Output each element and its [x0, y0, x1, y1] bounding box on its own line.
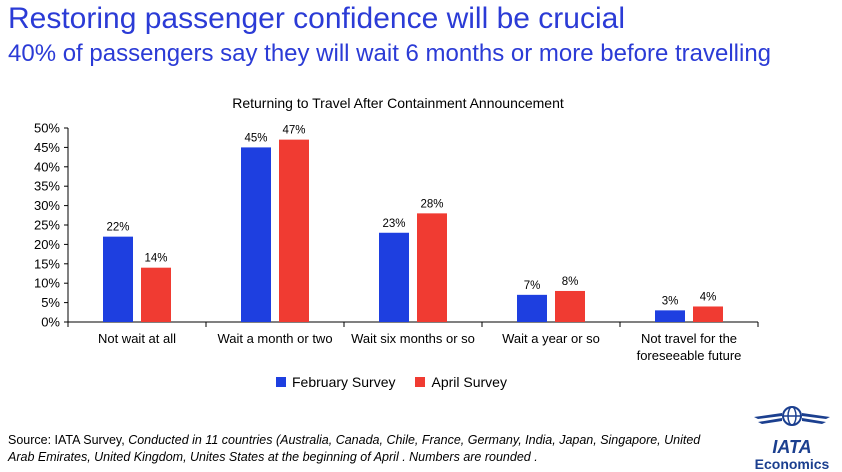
- legend-label-february: February Survey: [292, 374, 396, 390]
- bar-february-4: [655, 310, 685, 322]
- legend-item-february: February Survey: [276, 374, 395, 390]
- x-tick-label: Wait a month or two: [217, 331, 332, 346]
- legend-swatch-april: [415, 377, 426, 387]
- y-tick-label: 5%: [41, 295, 60, 310]
- bar-value-label: 3%: [662, 295, 679, 307]
- bar-february-1: [241, 147, 271, 322]
- bar-february-2: [379, 232, 409, 322]
- bar-value-label: 22%: [106, 222, 129, 234]
- bar-value-label: 8%: [562, 276, 579, 288]
- chart-axes: 0% 5% 10% 15% 20% 25% 30% 35% 40% 45% 50% Not wait …: [34, 121, 759, 363]
- bar-value-label: 4%: [700, 291, 717, 303]
- y-tick-label: 45%: [34, 140, 60, 155]
- source-note: Source: IATA Survey, Conducted in 11 cou…: [8, 432, 728, 466]
- x-tick-label: Not travel for the foreseeable future: [637, 331, 742, 363]
- bar-value-label: 14%: [144, 253, 167, 265]
- x-tick-label: Wait a year or so: [502, 331, 600, 346]
- chart-title: Returning to Travel After Containment An…: [232, 95, 564, 111]
- y-tick-label: 25%: [34, 218, 60, 233]
- bar-value-label: 45%: [244, 132, 267, 144]
- page-subtitle: 40% of passengers say they will wait 6 m…: [8, 40, 772, 67]
- bar-value-label: 47%: [282, 125, 305, 137]
- chart-bars: [103, 139, 723, 322]
- bar-value-label: 7%: [524, 280, 541, 292]
- legend-label-april: April Survey: [431, 374, 507, 390]
- y-tick-label: 35%: [34, 179, 60, 194]
- legend-swatch-february: [276, 377, 286, 387]
- x-tick-label: Not wait at all: [98, 331, 176, 346]
- source-prefix: Source: IATA Survey,: [8, 433, 129, 447]
- bar-april-2: [417, 213, 447, 322]
- bar-april-3: [555, 290, 585, 322]
- bar-chart: Returning to Travel After Containment An…: [34, 95, 759, 363]
- legend-item-april: April Survey: [415, 374, 507, 390]
- globe-wings-icon: [754, 406, 830, 426]
- source-detail: Conducted in 11 countries (Australia, Ca…: [8, 433, 701, 464]
- y-tick-label: 0%: [41, 315, 60, 330]
- bar-april-1: [279, 139, 309, 322]
- chart-data-labels: 22% 45% 23% 7% 3% 14% 47% 28% 8% 4%: [106, 125, 716, 308]
- bar-april-0: [141, 267, 171, 322]
- y-tick-label: 20%: [34, 237, 60, 252]
- y-tick-label: 15%: [34, 256, 60, 271]
- y-tick-label: 30%: [34, 198, 60, 213]
- bar-april-4: [693, 306, 723, 322]
- chart-legend: February Survey April Survey: [276, 374, 507, 390]
- page-title: Restoring passenger confidence will be c…: [8, 2, 625, 35]
- y-tick-label: 10%: [34, 276, 60, 291]
- iata-logo: IATA Economics: [748, 403, 836, 472]
- bar-value-label: 28%: [420, 198, 443, 210]
- logo-brand: IATA: [772, 437, 812, 457]
- bar-february-3: [517, 294, 547, 322]
- logo-sub: Economics: [754, 456, 830, 472]
- bar-february-0: [103, 236, 133, 322]
- bar-value-label: 23%: [382, 218, 405, 230]
- y-tick-label: 50%: [34, 121, 60, 136]
- x-tick-label: Wait six months or so: [351, 331, 475, 346]
- y-tick-label: 40%: [34, 159, 60, 174]
